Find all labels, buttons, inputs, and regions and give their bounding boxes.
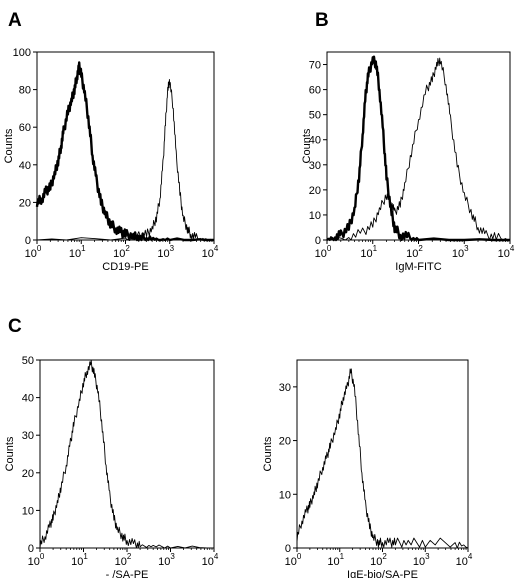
chart-c-right-y-tick-label: 10 [279,489,291,501]
chart-c-right-y-tick-label: 0 [285,543,291,555]
chart-c-y-tick-label: 10 [22,505,34,517]
chart-a-y-tick-label: 20 [19,197,31,209]
chart-a-x-tick-label: 100 [25,244,42,260]
chart-b-y-tick-label: 10 [309,210,321,222]
chart-b-y-tick-label: 60 [309,85,321,97]
chart-a-x-tick-label: 103 [157,244,174,260]
chart-c-y-tick-label: 30 [22,430,34,442]
chart-a-plot-frame [36,51,215,241]
chart-a-x-tick-label: 102 [113,244,130,260]
chart-b-y-tick-label: 50 [309,110,321,122]
chart-c-right-series-thin-line [296,368,469,549]
chart-b-x-axis-label: IgM-FITC [395,261,441,273]
chart-c-y-tick-label: 20 [22,468,34,480]
chart-c-series-thin-line [39,359,214,549]
chart-c-x-axis-label: - /SA-PE [106,569,149,578]
chart-c-right-x-tick-label: 103 [413,552,430,568]
chart-c-plot-frame [39,359,215,549]
chart-c-y-tick-label: 40 [22,393,34,405]
chart-c-right-plot-frame [296,359,469,549]
panel-label-a: A [8,10,22,31]
chart-b-y-tick-label: 40 [309,135,321,147]
chart-a-x-tick-label: 101 [69,244,86,260]
panel-label-c: C [8,316,22,337]
chart-b-series-bold-line [326,55,510,242]
chart-c-right-x-tick-label: 100 [285,552,302,568]
chart-b-series-thin-line [326,57,510,241]
chart-c-x-tick-label: 104 [202,552,219,568]
chart-a-y-tick-label: 40 [19,160,31,172]
chart-c-x-tick-label: 103 [158,552,175,568]
chart-c-right-x-tick-label: 102 [370,552,387,568]
chart-a-x-tick-label: 104 [202,244,219,260]
panel-label-b: B [315,10,329,31]
chart-b-y-tick-label: 70 [309,60,321,72]
chart-b-x-tick-label: 102 [406,244,423,260]
chart-a-y-tick-label: 80 [19,85,31,97]
chart-c-right-y-axis-label: Counts [262,436,274,471]
chart-c-x-tick-label: 100 [28,552,45,568]
chart-b-x-tick-label: 101 [360,244,377,260]
chart-a-y-tick-label: 0 [25,235,31,247]
chart-c-right-x-axis-label: IgE-bio/SA-PE [347,569,418,578]
chart-b-y-tick-label: 30 [309,160,321,172]
chart-b-y-tick-label: 0 [315,235,321,247]
chart-c-y-axis-label: Counts [4,436,16,471]
chart-a-series-bold-line [35,61,214,242]
chart-c-right-x-tick-label: 104 [456,552,473,568]
chart-c-x-tick-label: 102 [115,552,132,568]
chart-a-y-tick-label: 100 [13,47,31,59]
chart-b-x-tick-label: 103 [452,244,469,260]
chart-c-y-tick-label: 50 [22,355,34,367]
chart-a-x-axis-label: CD19-PE [102,261,148,273]
chart-c-right-y-tick-label: 20 [279,436,291,448]
chart-c-right-y-tick-label: 30 [279,382,291,394]
chart-b-x-tick-label: 104 [498,244,515,260]
chart-c-right-x-tick-label: 101 [327,552,344,568]
chart-b-y-axis-label: Counts [301,128,313,163]
chart-a-series-thin-line [36,79,214,241]
chart-b-x-tick-label: 100 [315,244,332,260]
chart-c-x-tick-label: 101 [71,552,88,568]
chart-b-y-tick-label: 20 [309,185,321,197]
chart-a-y-axis-label: Counts [3,128,15,163]
chart-a-y-tick-label: 60 [19,122,31,134]
chart-c-y-tick-label: 0 [28,543,34,555]
